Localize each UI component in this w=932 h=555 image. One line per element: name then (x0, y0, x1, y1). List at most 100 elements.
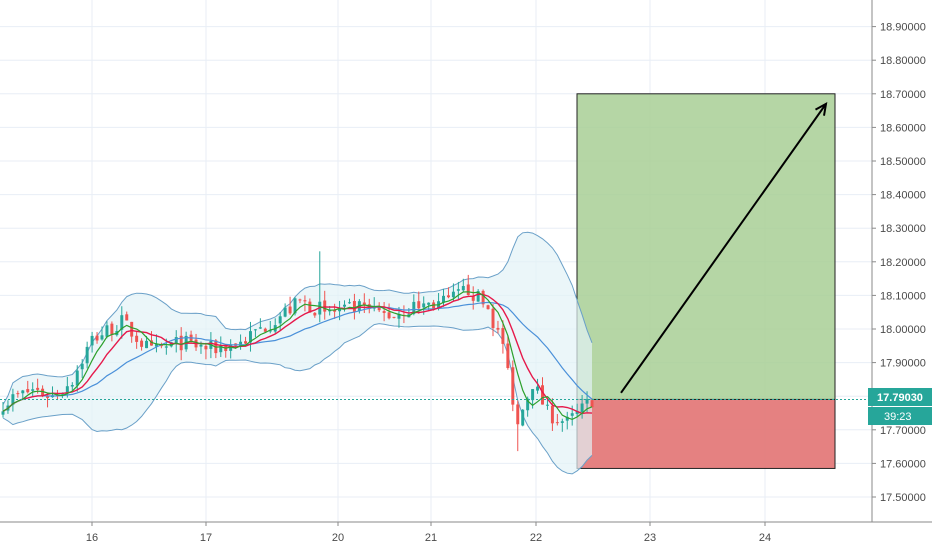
candle-body (283, 307, 287, 317)
projection-arrowhead (815, 102, 828, 116)
y-tick-label: 17.60000 (880, 458, 926, 470)
candle-body (461, 286, 465, 291)
candle-body (100, 335, 104, 340)
candle-body (491, 308, 495, 328)
trade-zones (576, 93, 836, 469)
candle-body (481, 290, 485, 305)
bollinger-lower (2, 323, 593, 475)
candle-body (590, 400, 594, 408)
y-tick-label: 18.90000 (880, 22, 926, 34)
candle-body (293, 298, 297, 314)
candle-body (555, 422, 559, 424)
candle-body (417, 301, 421, 309)
moving-average-slow (2, 301, 593, 412)
y-tick-label: 18.20000 (880, 257, 926, 269)
price-tag-group: 17.79030 39:23 (868, 388, 932, 425)
candle-body (263, 328, 267, 332)
y-tick-label: 18.40000 (880, 190, 926, 202)
x-tick-label: 23 (644, 532, 656, 544)
candle-body (471, 295, 475, 301)
candle-body (120, 315, 124, 330)
candle-body (570, 413, 574, 416)
candle-body (451, 291, 455, 298)
candle-body (164, 346, 168, 348)
y-tick-label: 17.70000 (880, 425, 926, 437)
candle-body (565, 416, 569, 421)
candle-body (442, 295, 445, 303)
candle-body (16, 393, 20, 395)
bollinger-fill (3, 232, 592, 474)
price-tag (868, 388, 932, 406)
candle-body (531, 389, 535, 401)
candle-body (174, 337, 178, 344)
stop-loss-zone (576, 398, 836, 469)
candle-body (268, 330, 272, 332)
candle-body (253, 329, 257, 331)
candle-body (338, 308, 342, 312)
candle-body (412, 301, 416, 314)
y-tick-label: 18.00000 (880, 324, 926, 336)
candle-body (105, 325, 109, 337)
candle-body (427, 302, 431, 305)
candle-body (1, 411, 5, 415)
candle-body (545, 404, 549, 406)
y-tick-label: 17.50000 (880, 492, 926, 504)
candle-body (550, 405, 554, 424)
candle-body (496, 327, 500, 330)
x-tick-label: 24 (759, 532, 771, 544)
candle-body (125, 314, 129, 321)
candle-body (303, 300, 307, 302)
candle-body (382, 311, 386, 313)
candle-body (204, 345, 208, 350)
candle-body (377, 306, 381, 311)
candle-body (21, 390, 25, 394)
candle-body (244, 341, 248, 344)
candle-body (41, 388, 45, 396)
candle-body (179, 335, 183, 351)
candle-body (95, 335, 99, 341)
candle-body (26, 389, 30, 393)
candle-body (219, 345, 223, 353)
x-tick-label: 17 (200, 532, 212, 544)
candle-body (278, 316, 282, 324)
candle-body (521, 409, 525, 426)
candle-body (352, 300, 356, 313)
candle-body (476, 291, 480, 302)
candle-body (560, 421, 564, 423)
x-tick-label: 21 (425, 532, 437, 544)
candle-body (31, 389, 35, 391)
take-profit-zone (576, 93, 836, 400)
candle-body (343, 304, 347, 307)
candle-body (159, 344, 163, 347)
candle-body (36, 387, 40, 390)
candle-body (140, 340, 144, 347)
candle-body (298, 299, 302, 301)
candle-body (248, 331, 252, 343)
countdown-tag (868, 407, 932, 425)
y-tick-label: 18.80000 (880, 55, 926, 67)
bollinger-bands (2, 231, 593, 475)
candle-body (511, 367, 515, 405)
candle-body (70, 385, 74, 387)
candle-body (90, 335, 94, 346)
x-tick-label: 22 (530, 532, 542, 544)
moving-average-fast (2, 291, 593, 421)
y-tick-label: 18.60000 (880, 122, 926, 134)
candle-body (536, 386, 540, 391)
price-tag-label: 17.79030 (877, 392, 923, 404)
candle-body (585, 399, 589, 404)
candle-body (501, 328, 505, 344)
projection-arrow (620, 103, 827, 394)
y-tick-label: 18.50000 (880, 156, 926, 168)
candle-body (580, 403, 584, 413)
y-tick-label: 18.30000 (880, 223, 926, 235)
countdown-label: 39:23 (884, 411, 912, 423)
candle-body (110, 323, 114, 335)
candle-body (466, 284, 470, 295)
candle-body (347, 302, 351, 304)
candle-body (516, 404, 520, 425)
y-tick-label: 18.10000 (880, 290, 926, 302)
candle-body (199, 344, 203, 347)
